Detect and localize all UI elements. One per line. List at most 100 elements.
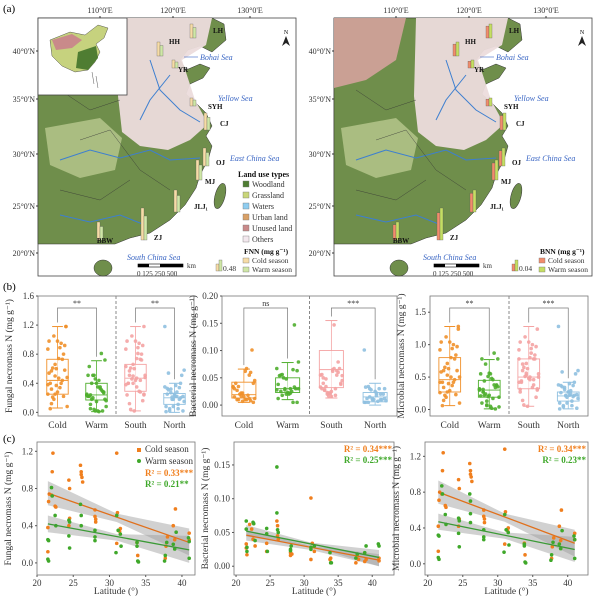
cold-season-point (135, 553, 140, 558)
cold-season-point (264, 541, 269, 546)
scale-labels: 0 125 250 500 (433, 270, 474, 278)
boxplot-0: 0.0 0.4 0.8 1.2 1.6 Fungal necromass N (mg g⁻… (4, 291, 195, 431)
box-data-point (320, 386, 324, 391)
x-tick-label: 30 (493, 578, 503, 588)
box-data-point (274, 388, 279, 392)
box-data-point (242, 394, 246, 399)
hainan-island (93, 259, 113, 277)
box-data-point (438, 390, 442, 395)
box-data-point (136, 345, 140, 350)
site-label: OJ (216, 159, 225, 167)
site-label: MJ (205, 178, 216, 186)
y-tick-label: 0.15 (202, 318, 218, 328)
warm-season-point (264, 526, 269, 531)
box-data-point (447, 340, 452, 344)
category-label: North (557, 421, 579, 431)
taiwan-island (509, 183, 523, 209)
y-axis-title: Microbial necromass N (mg g⁻¹) (396, 294, 407, 419)
box-data-point (522, 403, 526, 407)
cold-season-point (290, 552, 294, 556)
warm-season-point (558, 546, 563, 551)
river-line (59, 214, 146, 226)
regression-line (47, 523, 190, 551)
box-data-point (165, 392, 170, 396)
box-data-point (139, 358, 144, 362)
box-data-point (182, 368, 186, 372)
box-data-point (519, 379, 524, 383)
cold-season-point (309, 557, 313, 562)
box-data-point (486, 374, 490, 379)
warm-season-point (468, 520, 473, 525)
category-label: South (518, 421, 540, 431)
box-data-point (362, 348, 367, 352)
site-bar-cold (189, 23, 194, 39)
box-data-point (280, 372, 285, 377)
land-use-swatch (242, 191, 250, 199)
cold-season-point (312, 549, 317, 554)
box-data-point (377, 386, 381, 391)
box-data-point (523, 335, 527, 339)
box-data-point (124, 347, 128, 351)
inset-woodland-region (76, 46, 98, 70)
map-fnn: 110°0'E 120°0'E 130°0'E 40°0'N 35°0'N 30°0'N 2… (13, 6, 297, 278)
box-data-point (520, 368, 525, 373)
x-tick-label: 30 (300, 578, 310, 588)
warm-season-point (506, 530, 511, 535)
box-data-point (366, 400, 371, 405)
box-data-point (131, 374, 135, 378)
box-data-point (60, 378, 65, 383)
box-data-point (528, 355, 532, 360)
site-bar-warm (470, 59, 475, 69)
warm-season-point (93, 538, 97, 543)
site-bar-cold (202, 147, 207, 167)
y-axis-title: Fungal necromass N (mg g⁻¹) (3, 452, 14, 566)
legend-label-cold: Cold season (548, 256, 585, 265)
box-data-point (295, 400, 299, 405)
box-data-point (446, 381, 451, 386)
box-data-point (53, 362, 57, 367)
warm-season-point (504, 527, 508, 532)
cold-season-point (165, 535, 170, 539)
cold-season-point (51, 451, 55, 455)
box-data-point (46, 392, 50, 396)
box-data-point (572, 393, 577, 398)
box-data-point (455, 344, 459, 349)
box-data-point (125, 339, 129, 343)
lat-tick-label: 30°0'N (309, 150, 332, 159)
site-label: BBW (393, 237, 409, 245)
y-tick-label: 0.05 (214, 527, 230, 537)
site-bar-warm (159, 45, 164, 57)
y-tick-label: 1.5 (415, 307, 427, 317)
sea-label-south-china: South China Sea (127, 253, 180, 262)
site-bar-cold (140, 207, 145, 241)
box-data-point (128, 366, 133, 370)
legend-swatch-warm (242, 266, 250, 273)
warm-season-point (164, 540, 169, 545)
box-data-point (440, 403, 445, 408)
scale-bar-seg (434, 264, 445, 267)
box-data-point (127, 401, 132, 406)
x-tick-label: 35 (141, 578, 151, 588)
box-data-point (244, 366, 249, 371)
box-data-point (362, 400, 367, 405)
cold-season-point (46, 549, 50, 554)
box-data-point (445, 361, 450, 366)
sea-label-bohai: Bohai Sea (496, 53, 529, 62)
warm-season-point (187, 556, 192, 561)
box-data-point (247, 373, 252, 377)
box-data-point (533, 357, 537, 361)
cold-season-point (557, 524, 562, 528)
site-bar-warm (192, 99, 197, 107)
box-data-point (526, 340, 531, 344)
cold-season-point (356, 557, 361, 562)
site-bar-warm (192, 27, 197, 39)
site-bar-warm (198, 164, 203, 181)
warm-season-point (46, 559, 51, 563)
r2-cold: R² = 0.34*** (344, 444, 393, 454)
warm-season-point (93, 528, 97, 533)
river-line (139, 74, 171, 121)
significance-bracket (449, 307, 490, 356)
site-label: OJ (512, 159, 521, 167)
legend-marker-warm (137, 459, 141, 463)
box-data-point (296, 386, 301, 391)
